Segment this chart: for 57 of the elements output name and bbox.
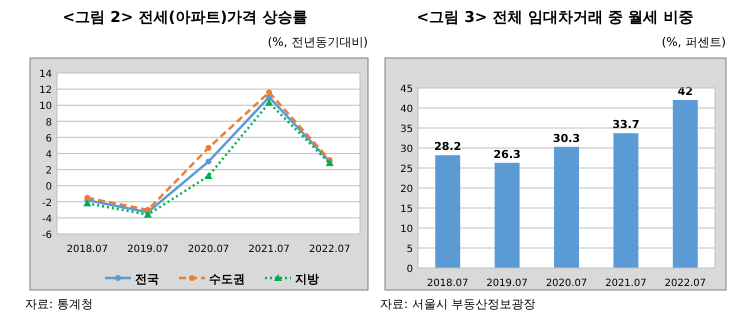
x-tick-label: 2021.07 xyxy=(248,244,290,255)
y-tick-label: 0 xyxy=(406,264,413,275)
chart-subtitle: (%, 퍼센트) xyxy=(662,35,726,49)
point xyxy=(84,194,90,201)
x-tick-label: 2022.07 xyxy=(309,244,350,255)
y-tick-label: 25 xyxy=(400,164,413,175)
y-tick-label: 10 xyxy=(39,101,52,112)
data-label: 33.7 xyxy=(612,118,640,132)
bar xyxy=(435,155,460,268)
y-tick-label: 5 xyxy=(406,244,413,255)
x-tick-label: 2019.07 xyxy=(486,278,528,289)
x-tick-label: 2018.07 xyxy=(66,244,108,255)
y-tick-label: 15 xyxy=(400,204,413,215)
point xyxy=(204,172,212,180)
chart-subtitle: (%, 전년동기대비) xyxy=(268,35,368,49)
y-tick-label: 8 xyxy=(46,117,52,128)
data-label: 26.3 xyxy=(494,148,521,161)
x-tick-label: 2019.07 xyxy=(127,244,169,255)
text: 자료: 통계청 xyxy=(25,297,93,311)
y-tick-label: -2 xyxy=(42,198,52,209)
legend-label: 지방 xyxy=(295,272,319,286)
chart-title: <그림 2> 전세(아파트)가격 상승률 xyxy=(62,8,308,26)
data-label: 28.2 xyxy=(434,140,462,154)
x-tick-label: 2020.07 xyxy=(546,278,588,289)
bar xyxy=(494,162,520,268)
y-tick-label: 10 xyxy=(400,224,413,235)
point xyxy=(144,210,152,218)
x-tick-label: 2020.07 xyxy=(188,244,230,255)
y-tick-label: 30 xyxy=(400,144,413,155)
y-tick-label: 6 xyxy=(46,133,52,144)
point xyxy=(206,158,212,165)
bar xyxy=(672,100,698,268)
y-tick-label: 4 xyxy=(46,150,52,160)
x-tick-label: 2018.07 xyxy=(427,278,468,289)
chart-title: <그림 3> 전체 임대차거래 중 월세 비중 xyxy=(416,8,694,26)
legend-label: 수도권 xyxy=(209,272,245,286)
y-tick-label: -6 xyxy=(42,230,52,241)
y-tick-label: 12 xyxy=(39,85,52,96)
y-tick-label: -4 xyxy=(42,214,52,225)
y-tick-label: 14 xyxy=(39,69,52,80)
point xyxy=(265,98,274,106)
bar xyxy=(554,146,579,268)
y-tick-label: 2 xyxy=(46,166,52,177)
point xyxy=(206,144,212,151)
legend-label: 전국 xyxy=(135,272,159,286)
data-label: 30.3 xyxy=(552,132,580,145)
y-tick-label: 45 xyxy=(400,84,413,95)
bar xyxy=(613,133,638,268)
x-tick-label: 2022.07 xyxy=(664,278,706,289)
point xyxy=(266,89,272,96)
x-tick-label: 2021.07 xyxy=(605,278,647,289)
point xyxy=(83,199,92,206)
y-tick-label: 40 xyxy=(400,104,413,115)
y-tick-label: 35 xyxy=(400,124,413,135)
text: 자료: 서울시 부동산정보광장 xyxy=(380,297,536,311)
y-tick-label: 0 xyxy=(46,182,52,193)
y-tick-label: 20 xyxy=(400,184,413,195)
